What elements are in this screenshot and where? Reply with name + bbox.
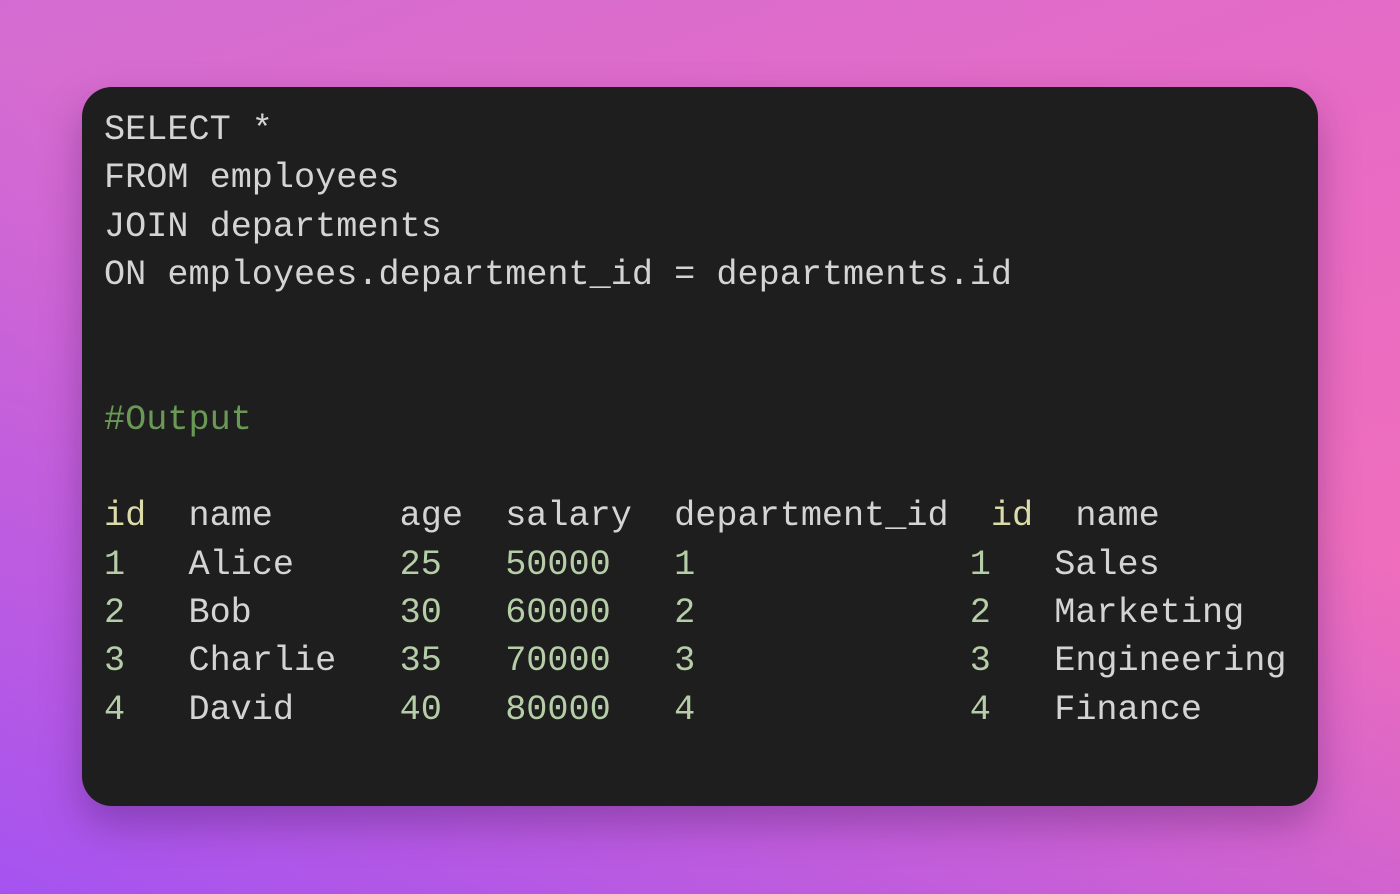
cell: 25 [399, 544, 442, 585]
cell: Marketing [1054, 592, 1245, 633]
cell: 4 [969, 689, 991, 730]
header-cell: department_id [674, 496, 949, 537]
cell: 50000 [505, 544, 611, 585]
cell: 1 [674, 544, 696, 585]
query-line: JOIN departments [104, 206, 442, 247]
cell: Sales [1054, 544, 1160, 585]
header-cell: id [990, 496, 1034, 537]
query-line: ON employees.department_id = departments… [104, 254, 1012, 295]
query-line: FROM employees [104, 158, 400, 199]
cell: 2 [674, 592, 696, 633]
cell: 3 [104, 641, 126, 682]
code-card: SELECT * FROM employees JOIN departments… [82, 87, 1318, 806]
cell: 4 [104, 689, 126, 730]
cell: 3 [674, 641, 696, 682]
header-cell: name [188, 496, 273, 537]
cell: 2 [969, 592, 991, 633]
header-cell: salary [505, 496, 632, 537]
cell: David [188, 689, 295, 730]
cell: 30 [399, 592, 442, 633]
blank-line [104, 299, 1304, 347]
header-cell: age [399, 496, 463, 537]
header-cell: name [1075, 496, 1160, 537]
blank-line [104, 444, 1304, 492]
cell: Engineering [1054, 641, 1287, 682]
cell: Finance [1054, 689, 1203, 730]
cell: 1 [104, 544, 126, 585]
cell: 80000 [505, 689, 611, 730]
cell: Charlie [188, 641, 337, 682]
output-row: 1 Alice 25 50000 1 1 Sales [104, 541, 1304, 589]
output-row: 4 David 40 80000 4 4 Finance [104, 686, 1304, 734]
cell: Bob [188, 592, 252, 633]
code-block: SELECT * FROM employees JOIN departments… [104, 106, 1304, 734]
cell: 3 [969, 641, 991, 682]
output-header-row: id name age salary department_id id name [104, 492, 1304, 540]
header-cell: id [104, 496, 147, 537]
cell: 35 [399, 641, 442, 682]
output-row: 2 Bob 30 60000 2 2 Marketing [104, 589, 1304, 637]
cell: 1 [969, 544, 991, 585]
cell: 40 [399, 689, 442, 730]
cell: 2 [104, 592, 126, 633]
cell: 4 [674, 689, 696, 730]
cell: 70000 [505, 641, 611, 682]
blank-line [104, 347, 1304, 395]
output-row: 3 Charlie 35 70000 3 3 Engineering [104, 637, 1304, 685]
cell: 60000 [505, 592, 611, 633]
output-comment: #Output [104, 399, 252, 440]
cell: Alice [188, 544, 295, 585]
query-line: SELECT * [104, 110, 273, 150]
